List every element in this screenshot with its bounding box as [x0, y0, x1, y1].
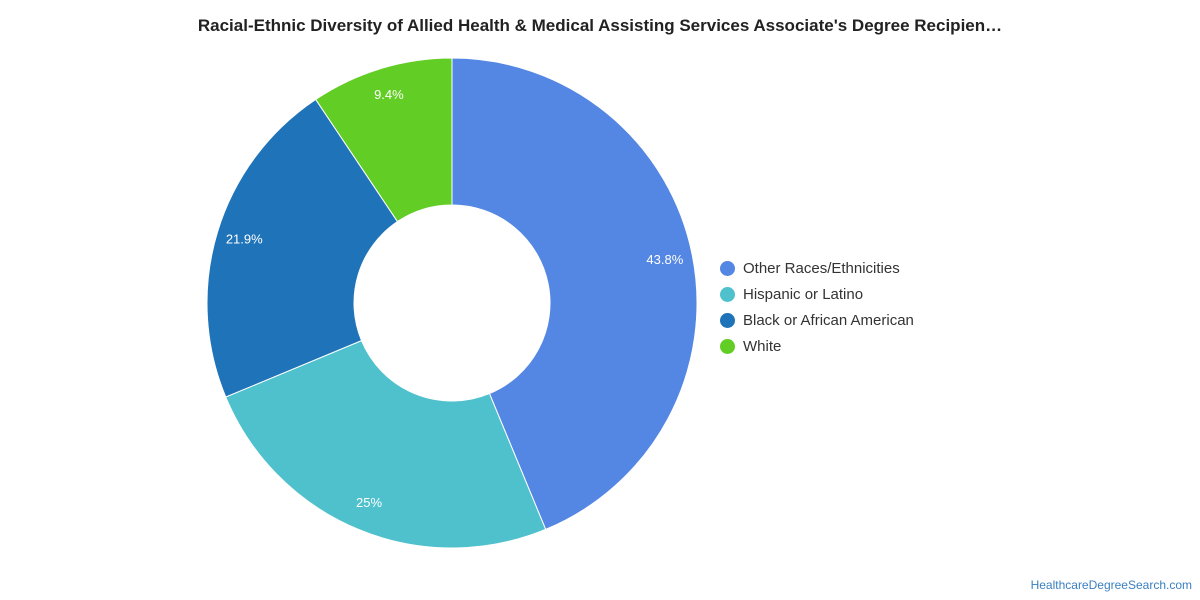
legend-item-white[interactable]: White: [720, 333, 914, 359]
slice-hispanic[interactable]: [225, 339, 547, 549]
legend-label-other-races: Other Races/Ethnicities: [743, 259, 900, 277]
chart-legend: Other Races/Ethnicities Hispanic or Lati…: [720, 255, 914, 359]
data-label-hispanic: 25%: [356, 495, 382, 510]
source-link[interactable]: HealthcareDegreeSearch.com: [1030, 578, 1192, 592]
legend-swatch-other-races: [720, 260, 735, 276]
data-label-other-races: 43.8%: [646, 252, 683, 267]
slice-other-races[interactable]: [451, 57, 698, 531]
legend-item-other-races[interactable]: Other Races/Ethnicities: [720, 255, 914, 281]
slice-white[interactable]: [314, 57, 453, 223]
legend-swatch-hispanic: [720, 286, 735, 302]
legend-swatch-black: [720, 312, 735, 328]
legend-label-white: White: [743, 337, 782, 355]
data-label-black: 21.9%: [226, 232, 263, 247]
legend-item-black[interactable]: Black or African American: [720, 307, 914, 333]
legend-label-hispanic: Hispanic or Latino: [743, 285, 864, 303]
chart-title: Racial-Ethnic Diversity of Allied Health…: [197, 16, 1003, 35]
data-label-white: 9.4%: [374, 87, 404, 102]
slice-black[interactable]: [206, 98, 399, 398]
legend-label-black: Black or African American: [743, 311, 914, 329]
legend-swatch-white: [720, 338, 735, 354]
legend-item-hispanic[interactable]: Hispanic or Latino: [720, 281, 914, 307]
